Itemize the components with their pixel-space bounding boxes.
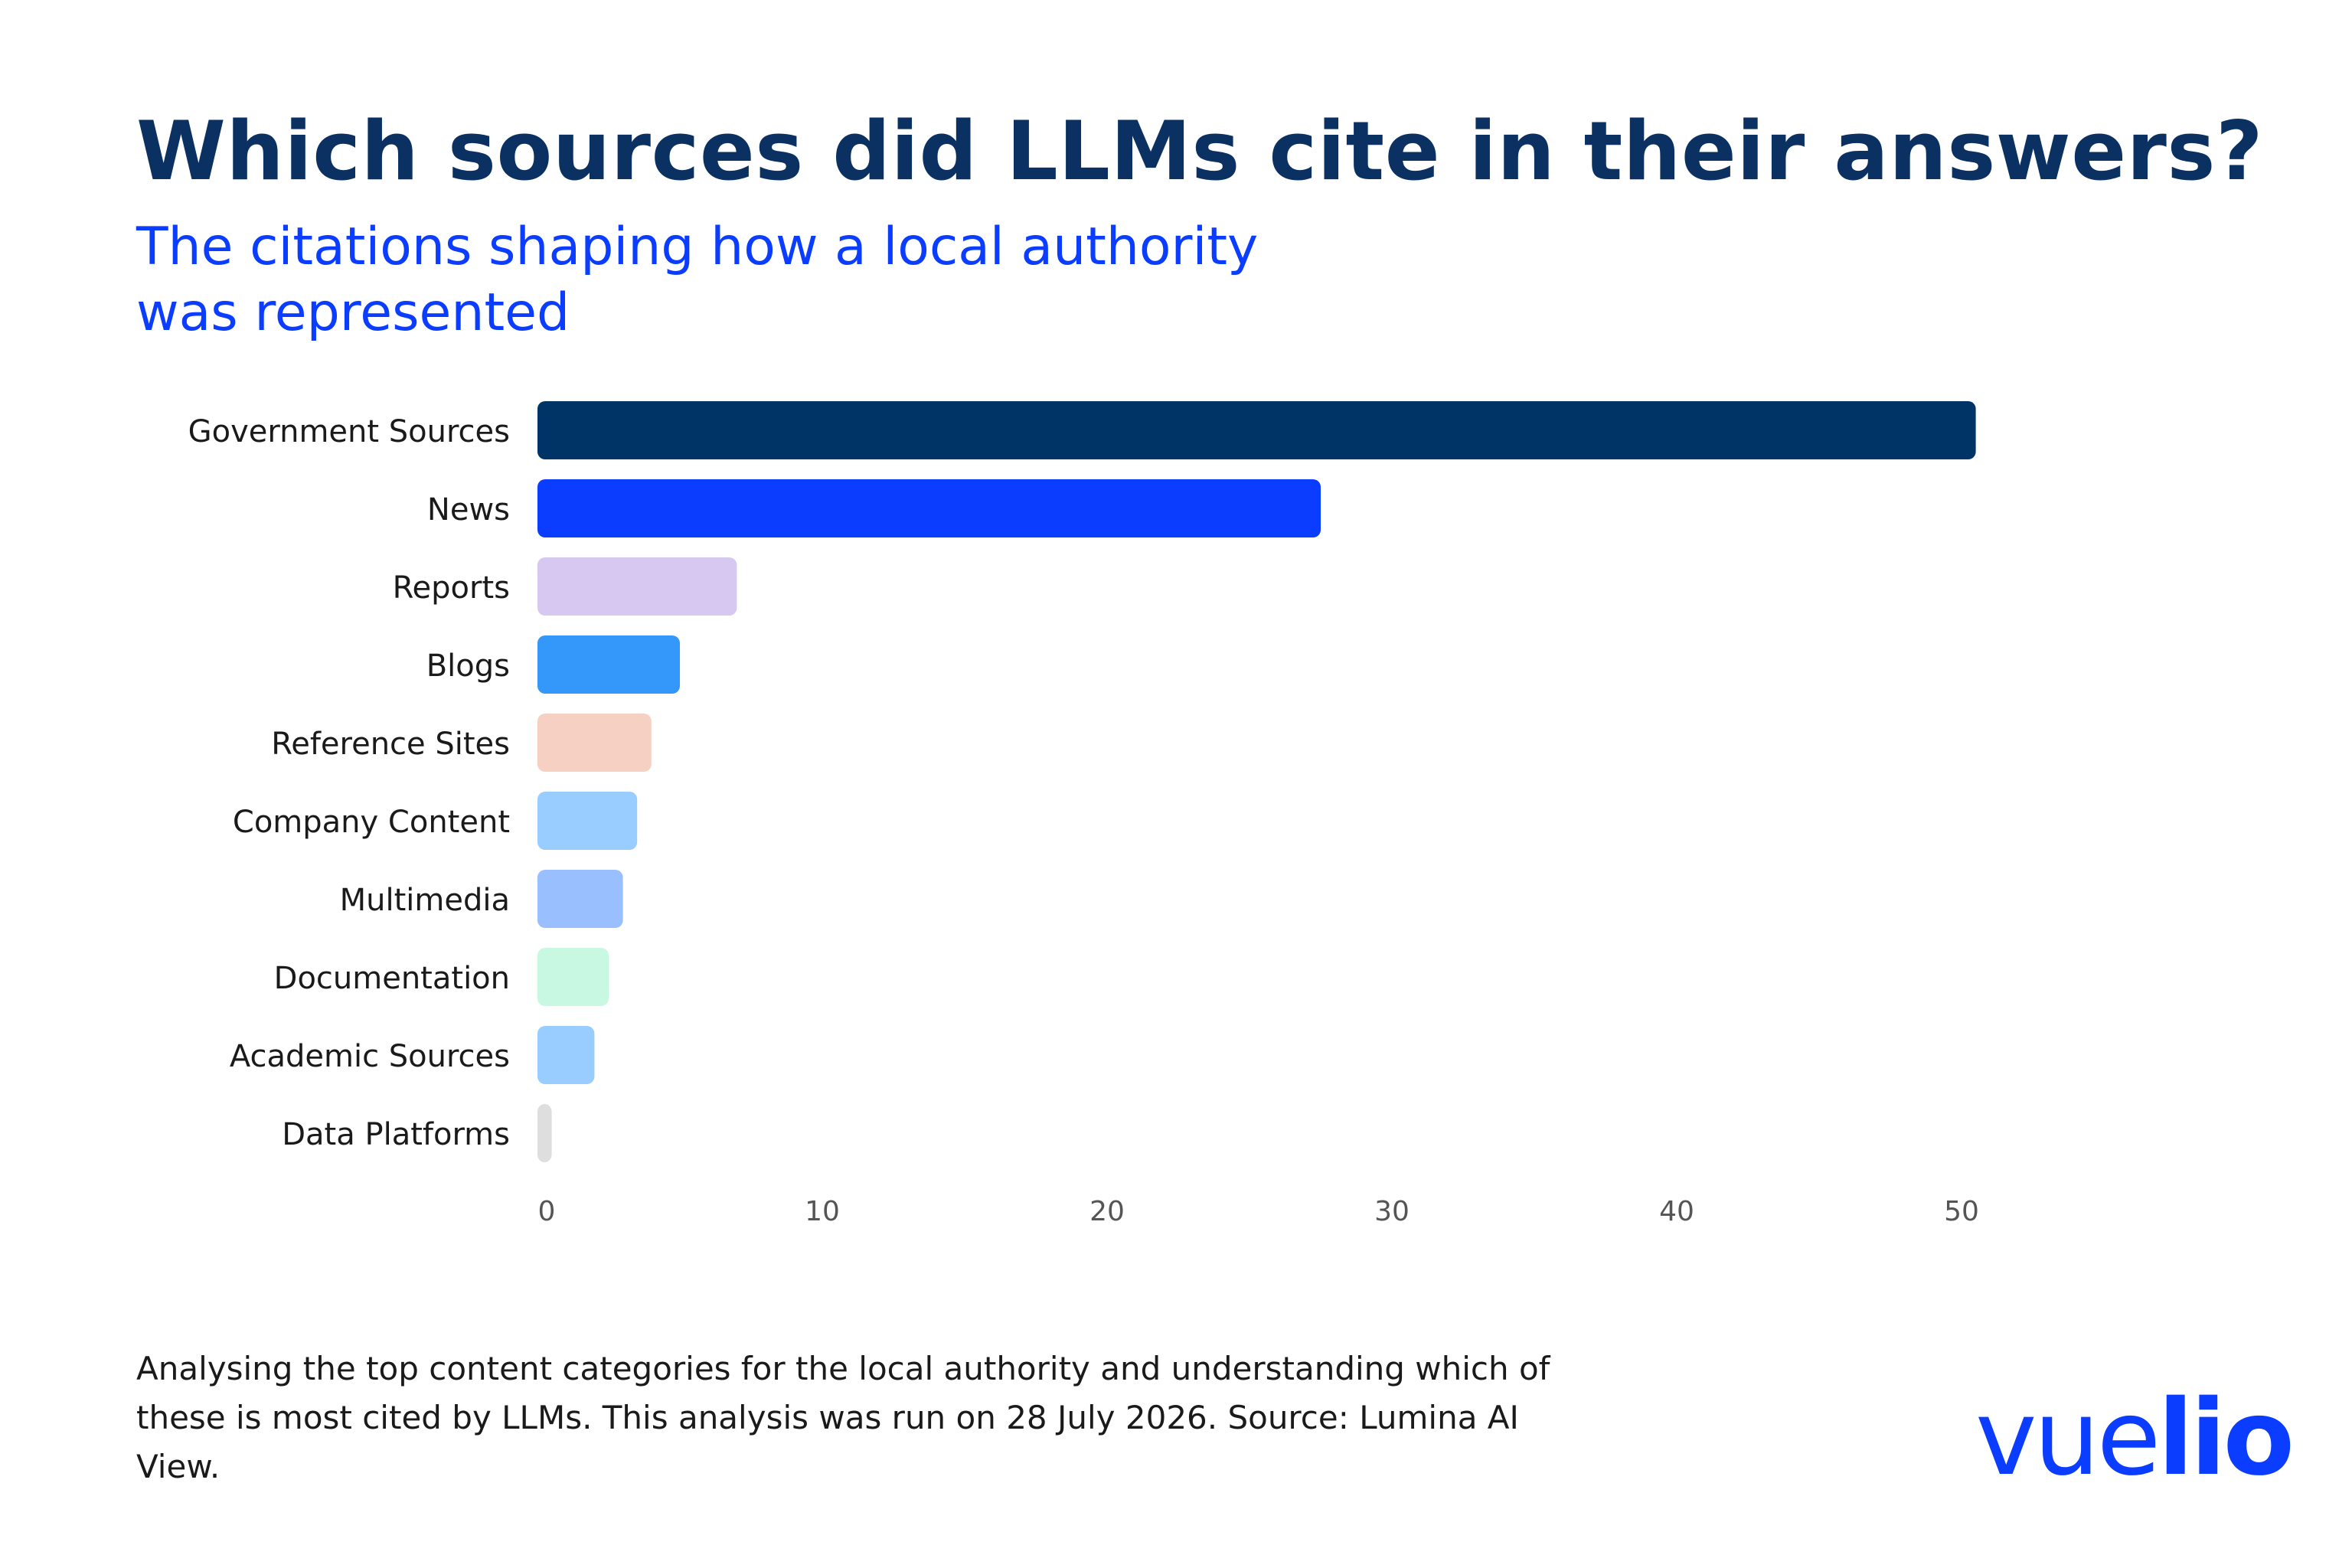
logo-text-bold: lio	[2158, 1378, 2295, 1499]
bar-reference-sites	[537, 714, 652, 772]
chart-title: Which sources did LLMs cite in their ans…	[136, 104, 2263, 198]
x-tick-label: 10	[805, 1196, 840, 1227]
bar-documentation	[537, 948, 609, 1006]
category-labels-group: Government Sources News Reports Blogs Refere…	[188, 414, 510, 1152]
category-label-reference-sites: Reference Sites	[271, 727, 510, 762]
chart-subtitle: The citations shaping how a local author…	[136, 217, 1259, 343]
bar-blogs	[537, 635, 680, 694]
category-label-multimedia: Multimedia	[340, 883, 510, 918]
category-label-documentation: Documentation	[274, 961, 510, 996]
x-tick-label: 40	[1659, 1196, 1694, 1227]
footnote: Analysing the top content categories for…	[136, 1350, 1550, 1485]
bar-government-sources	[537, 401, 1976, 459]
category-label-blogs: Blogs	[426, 648, 510, 684]
category-label-company-content: Company Content	[233, 805, 510, 840]
category-label-data-platforms: Data Platforms	[282, 1117, 510, 1152]
bar-company-content	[537, 792, 638, 850]
category-label-news: News	[427, 492, 510, 528]
logo-text-light: vue	[1975, 1378, 2161, 1499]
x-tick-label: 30	[1374, 1196, 1410, 1227]
category-label-government-sources: Government Sources	[188, 414, 510, 449]
bar-data-platforms	[537, 1104, 552, 1162]
x-tick-label: 0	[538, 1196, 556, 1227]
x-tick-label: 50	[1944, 1196, 1979, 1227]
x-tick-label: 20	[1089, 1196, 1125, 1227]
bar-academic-sources	[537, 1026, 595, 1084]
x-tick-labels-group: 0 10 20 30 40 50	[538, 1196, 1979, 1227]
bar-news	[537, 479, 1321, 537]
vuelio-logo: vuelio	[1975, 1378, 2295, 1499]
bars-group	[537, 401, 1976, 1162]
bar-reports	[537, 557, 737, 616]
bar-multimedia	[537, 870, 623, 928]
category-label-academic-sources: Academic Sources	[230, 1039, 510, 1074]
category-label-reports: Reports	[393, 570, 510, 606]
